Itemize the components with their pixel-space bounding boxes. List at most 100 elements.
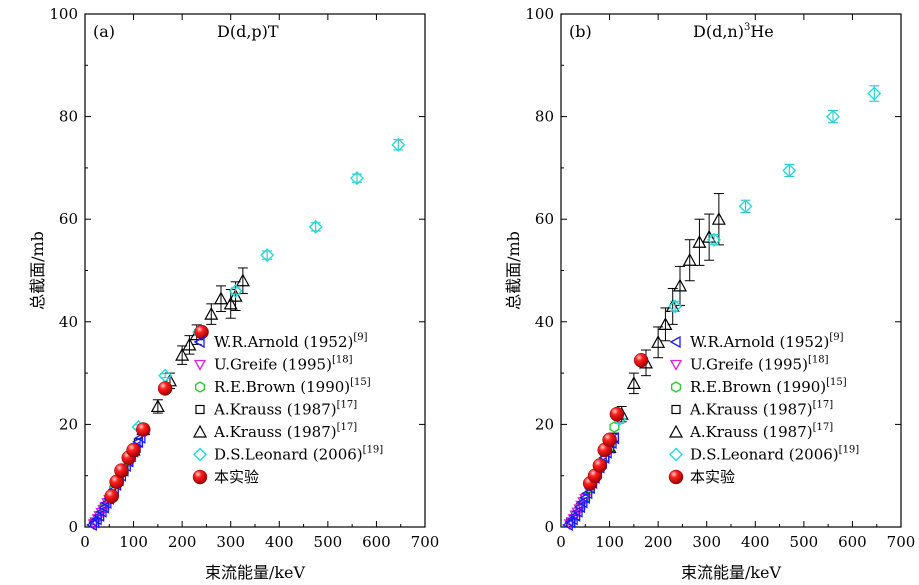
y-tick-label: 0 (68, 518, 78, 536)
data-point (672, 278, 688, 292)
data-point (204, 306, 219, 320)
legend-marker (669, 447, 683, 462)
legend-label: A.Krauss (1987)[17] (689, 422, 833, 441)
x-tick-label: 700 (887, 533, 916, 551)
data-point (826, 109, 840, 124)
x-tick-label: 200 (168, 533, 197, 551)
x-tick-label: 700 (411, 533, 440, 551)
panel-label: (b) (569, 22, 592, 41)
legend-marker (668, 424, 684, 438)
legend-marker (669, 335, 681, 349)
data-point (175, 347, 190, 361)
data-point (574, 500, 586, 514)
legend-marker (195, 404, 205, 415)
legend-label: R.E.Brown (1990)[15] (690, 377, 847, 396)
data-point (576, 496, 588, 509)
data-point (136, 422, 151, 437)
legend-label: D.S.Leonard (2006)[19] (690, 445, 859, 464)
x-tick-label: 400 (265, 533, 294, 551)
data-point (682, 252, 697, 266)
y-tick-label: 60 (535, 210, 554, 228)
legend-label: A.Krauss (1987)[17] (213, 422, 357, 441)
x-tick-label: 200 (644, 533, 673, 551)
x-tick-label: 600 (362, 533, 391, 551)
x-tick-label: 300 (692, 533, 721, 551)
data-point (157, 381, 173, 396)
data-point (578, 491, 590, 504)
y-tick-label: 20 (59, 415, 78, 433)
legend-marker (195, 381, 205, 393)
panel-b: 0 100 200 300 400 500 600 700 0 20 40 60 80 100 束流能量/k… (504, 5, 915, 582)
data-point (150, 399, 165, 413)
data-point (114, 463, 129, 478)
legend-marker (192, 424, 208, 438)
data-point (738, 199, 753, 214)
data-point (651, 335, 666, 348)
data-point (561, 518, 573, 532)
data-point (391, 137, 406, 152)
data-point (692, 235, 707, 248)
y-axis-label: 总截面/mb (28, 231, 47, 310)
data-point (228, 288, 243, 302)
x-axis-label: 束流能量/keV (681, 563, 782, 582)
legend-label: 本实验 (690, 468, 735, 486)
x-tick-label: 500 (314, 533, 343, 551)
y-tick-label: 0 (544, 518, 554, 536)
data-point (308, 219, 323, 234)
data-point (633, 353, 649, 368)
series-6 (582, 353, 649, 491)
y-tick-label: 40 (535, 313, 554, 331)
data-point (711, 211, 726, 225)
y-axis-label: 总截面/mb (504, 231, 523, 310)
x-tick-label: 0 (556, 533, 566, 551)
x-tick-label: 500 (790, 533, 819, 551)
y-tick-label: 80 (535, 108, 554, 126)
legend-marker (668, 469, 684, 485)
legend-marker (193, 335, 205, 349)
x-tick-label: 100 (119, 533, 148, 551)
data-point (702, 229, 717, 243)
y-tick-label: 100 (525, 5, 554, 23)
legend-label: D.S.Leonard (2006)[19] (214, 445, 383, 464)
data-point (228, 284, 243, 299)
legend-marker (671, 404, 681, 415)
legend-label: U.Greife (1995)[18] (690, 355, 829, 374)
data-point (104, 488, 119, 504)
x-tick-label: 300 (216, 533, 245, 551)
y-tick-label: 20 (535, 415, 554, 433)
reaction-title: D(d,p)T (217, 22, 279, 41)
data-point (126, 442, 141, 458)
data-point (350, 171, 364, 186)
panel-a: 0 100 200 300 400 500 600 700 0 20 40 60 80 100 束流能量/k… (28, 5, 439, 582)
data-point (867, 86, 882, 101)
data-point (223, 296, 238, 310)
legend-marker (671, 381, 681, 393)
legend-marker (669, 359, 683, 371)
series-6 (104, 324, 209, 504)
legend-label: 本实验 (214, 468, 259, 486)
legend-label: A.Krauss (1987)[17] (213, 400, 357, 419)
data-point (571, 505, 583, 518)
data-point (260, 248, 275, 263)
legend-marker (193, 359, 207, 371)
reaction-title: D(d,n)3He (693, 22, 774, 41)
x-tick-label: 400 (741, 533, 770, 551)
x-tick-label: 0 (80, 533, 90, 551)
data-point (626, 376, 641, 389)
data-point (592, 458, 608, 473)
panel-label: (a) (93, 22, 115, 41)
data-point (98, 501, 110, 514)
data-point (782, 163, 797, 178)
data-point (235, 273, 250, 287)
x-tick-label: 100 (595, 533, 624, 551)
y-tick-label: 40 (59, 313, 78, 331)
legend-label: R.E.Brown (1990)[15] (214, 377, 371, 396)
data-point (581, 487, 593, 500)
data-point (609, 406, 625, 422)
y-tick-label: 80 (59, 108, 78, 126)
y-tick-label: 100 (49, 5, 78, 23)
legend-label: W.R.Arnold (1952)[9] (214, 332, 368, 351)
data-point (85, 518, 97, 532)
data-point (602, 432, 617, 448)
